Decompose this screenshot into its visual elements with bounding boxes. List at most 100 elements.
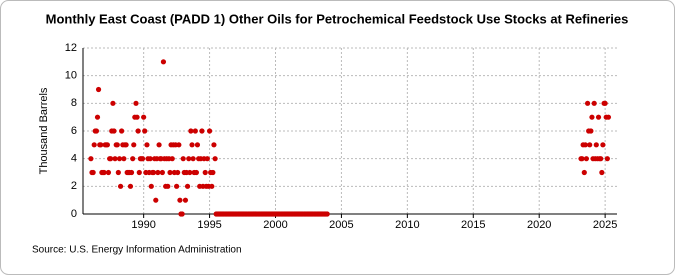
point (210, 169, 216, 176)
point (110, 100, 116, 106)
point (595, 114, 602, 120)
chart-title: Monthly East Coast (PADD 1) Other Oils f… (46, 11, 629, 26)
y-tick-label: 4 (71, 153, 77, 165)
point (133, 100, 139, 106)
point (584, 100, 591, 106)
point (105, 169, 112, 176)
point (187, 169, 193, 176)
point (156, 142, 162, 148)
point (155, 169, 161, 176)
x-tick-label: 2015 (461, 219, 485, 231)
point (98, 142, 104, 148)
point (177, 197, 183, 203)
y-tick-label: 12 (65, 42, 77, 54)
point (135, 128, 141, 134)
point (142, 128, 148, 134)
point (104, 142, 110, 148)
point (188, 128, 194, 134)
point (180, 156, 186, 162)
point (112, 156, 118, 162)
point (130, 156, 136, 162)
point (174, 183, 180, 189)
y-tick-label: 2 (71, 180, 77, 192)
point (131, 142, 137, 148)
point (598, 156, 604, 162)
x-tick-label: 2025 (593, 219, 617, 231)
point (602, 100, 608, 106)
x-tick-label: 1995 (197, 219, 221, 231)
point (88, 156, 94, 162)
point (159, 169, 165, 176)
y-axis-label: Thousand Barrels (38, 87, 50, 174)
point (212, 156, 218, 162)
point (119, 128, 125, 134)
point (139, 156, 146, 162)
point (167, 169, 173, 176)
point (108, 156, 114, 162)
point (206, 128, 213, 134)
point (95, 86, 102, 93)
point (148, 183, 154, 189)
point (593, 142, 599, 148)
point (605, 114, 612, 120)
point (589, 114, 595, 120)
point (136, 169, 142, 176)
point (169, 156, 175, 162)
point (101, 169, 107, 176)
y-tick-label: 0 (71, 208, 77, 220)
point (591, 100, 597, 106)
point (190, 156, 196, 162)
point (93, 128, 100, 134)
point (116, 156, 123, 162)
point (123, 142, 129, 148)
point (91, 142, 97, 148)
point (194, 142, 201, 148)
point (588, 128, 594, 134)
point (134, 114, 140, 120)
point (141, 114, 147, 120)
point (115, 169, 121, 176)
point (117, 183, 124, 189)
y-tick-label: 6 (71, 125, 77, 137)
x-tick-label: 1990 (131, 219, 155, 231)
x-tick-label: 2010 (395, 219, 419, 231)
y-tick-label: 10 (65, 70, 77, 82)
point (599, 169, 605, 176)
point (587, 142, 593, 148)
point (128, 169, 135, 176)
point (581, 169, 587, 176)
point (583, 156, 590, 162)
point (193, 169, 199, 176)
point (192, 128, 198, 134)
point (184, 183, 191, 189)
point (199, 128, 205, 134)
point (600, 142, 606, 148)
point (182, 197, 189, 203)
point (324, 211, 330, 217)
point (604, 156, 610, 162)
x-tick-label: 2000 (263, 219, 287, 231)
point (153, 197, 159, 203)
point (176, 142, 182, 148)
point (211, 142, 217, 148)
point (179, 211, 185, 217)
y-tick-label: 8 (71, 97, 77, 109)
point (204, 156, 210, 162)
point (127, 183, 134, 189)
point (189, 142, 195, 148)
point (582, 142, 588, 148)
point (165, 183, 171, 189)
point (111, 128, 117, 134)
point (202, 169, 208, 176)
point (144, 142, 150, 148)
point (94, 114, 101, 120)
point (579, 156, 585, 162)
point (150, 169, 157, 176)
point (186, 156, 192, 162)
point (121, 156, 127, 162)
source-note: Source: U.S. Energy Information Administ… (32, 245, 242, 256)
point (147, 156, 153, 162)
point (114, 142, 120, 148)
